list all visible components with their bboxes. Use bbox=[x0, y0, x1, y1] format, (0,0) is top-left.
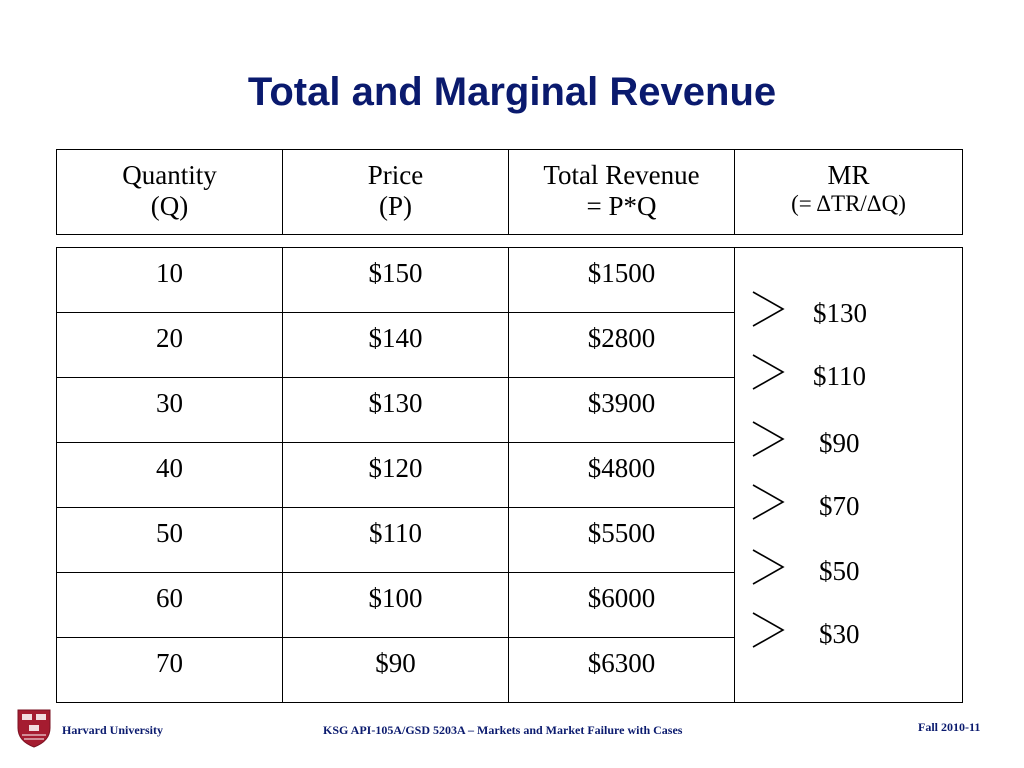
bracket-icon bbox=[752, 421, 785, 457]
bracket-icon bbox=[752, 612, 785, 648]
mr-item: $130 bbox=[735, 288, 962, 338]
header-price-label: Price bbox=[367, 160, 424, 190]
header-mr-sub: (= ΔTR/ΔQ) bbox=[791, 191, 906, 216]
cell-price: $120 bbox=[282, 442, 509, 508]
header-total-revenue-sub: = P*Q bbox=[586, 191, 657, 221]
bracket-icon bbox=[752, 549, 785, 585]
mr-column: $130 $110 $90 $70 $50 bbox=[734, 247, 963, 703]
cell-price: $150 bbox=[282, 247, 509, 313]
header-mr-label: MR bbox=[827, 160, 870, 190]
mr-value: $70 bbox=[819, 491, 860, 521]
mr-item: $30 bbox=[735, 609, 962, 659]
cell-total-revenue: $1500 bbox=[508, 247, 735, 313]
cell-total-revenue: $4800 bbox=[508, 442, 735, 508]
slide-title: Total and Marginal Revenue bbox=[247, 70, 777, 114]
bracket-icon bbox=[752, 291, 785, 327]
cell-total-revenue: $2800 bbox=[508, 312, 735, 378]
mr-value: $50 bbox=[819, 556, 860, 586]
cell-quantity: 50 bbox=[56, 507, 283, 573]
cell-total-revenue: $5500 bbox=[508, 507, 735, 573]
footer-term: Fall 2010-11 bbox=[918, 720, 981, 734]
header-table: Quantity (Q) Price (P) Total Revenue = P… bbox=[56, 149, 963, 235]
bracket-icon bbox=[752, 354, 785, 390]
header-quantity-sub: (Q) bbox=[150, 191, 189, 221]
harvard-shield-icon bbox=[16, 708, 52, 753]
cell-quantity: 60 bbox=[56, 572, 283, 638]
mr-list: $130 $110 $90 $70 $50 bbox=[735, 248, 962, 692]
mr-value: $90 bbox=[819, 428, 860, 458]
header-price-sub: (P) bbox=[379, 191, 412, 221]
mr-value: $110 bbox=[813, 361, 866, 391]
mr-value: $130 bbox=[813, 298, 867, 328]
bracket-icon bbox=[752, 484, 785, 520]
cell-price: $110 bbox=[282, 507, 509, 573]
cell-quantity: 70 bbox=[56, 637, 283, 703]
cell-price: $130 bbox=[282, 377, 509, 443]
header-quantity-label: Quantity bbox=[122, 160, 217, 190]
mr-value: $30 bbox=[819, 619, 860, 649]
header-quantity: Quantity (Q) bbox=[56, 149, 283, 235]
cell-price: $140 bbox=[282, 312, 509, 378]
mr-item: $90 bbox=[735, 418, 962, 468]
header-mr: MR (= ΔTR/ΔQ) bbox=[734, 149, 963, 235]
table-row: 70 $90 $6300 bbox=[56, 637, 963, 703]
revenue-table: 10 $150 $1500 $130 $110 $90 $70 bbox=[56, 247, 963, 703]
cell-total-revenue: $6300 bbox=[508, 637, 735, 703]
cell-price: $90 bbox=[282, 637, 509, 703]
cell-quantity: 20 bbox=[56, 312, 283, 378]
header-total-revenue: Total Revenue = P*Q bbox=[508, 149, 735, 235]
header-price: Price (P) bbox=[282, 149, 509, 235]
header-total-revenue-label: Total Revenue bbox=[543, 160, 700, 190]
cell-quantity: 30 bbox=[56, 377, 283, 443]
table-row: 60 $100 $6000 bbox=[56, 572, 963, 638]
mr-item: $110 bbox=[735, 351, 962, 401]
footer-institution: Harvard University bbox=[62, 723, 163, 737]
mr-item: $50 bbox=[735, 546, 962, 596]
cell-quantity: 10 bbox=[56, 247, 283, 313]
mr-item: $70 bbox=[735, 481, 962, 531]
footer-course: KSG API-105A/GSD 5203A – Markets and Mar… bbox=[323, 723, 683, 737]
table-row: 50 $110 $5500 bbox=[56, 507, 963, 573]
table-row: 10 $150 $1500 $130 $110 $90 $70 bbox=[56, 247, 963, 703]
cell-quantity: 40 bbox=[56, 442, 283, 508]
table-row: 20 $140 $2800 bbox=[56, 312, 963, 378]
cell-total-revenue: $3900 bbox=[508, 377, 735, 443]
cell-price: $100 bbox=[282, 572, 509, 638]
cell-total-revenue: $6000 bbox=[508, 572, 735, 638]
